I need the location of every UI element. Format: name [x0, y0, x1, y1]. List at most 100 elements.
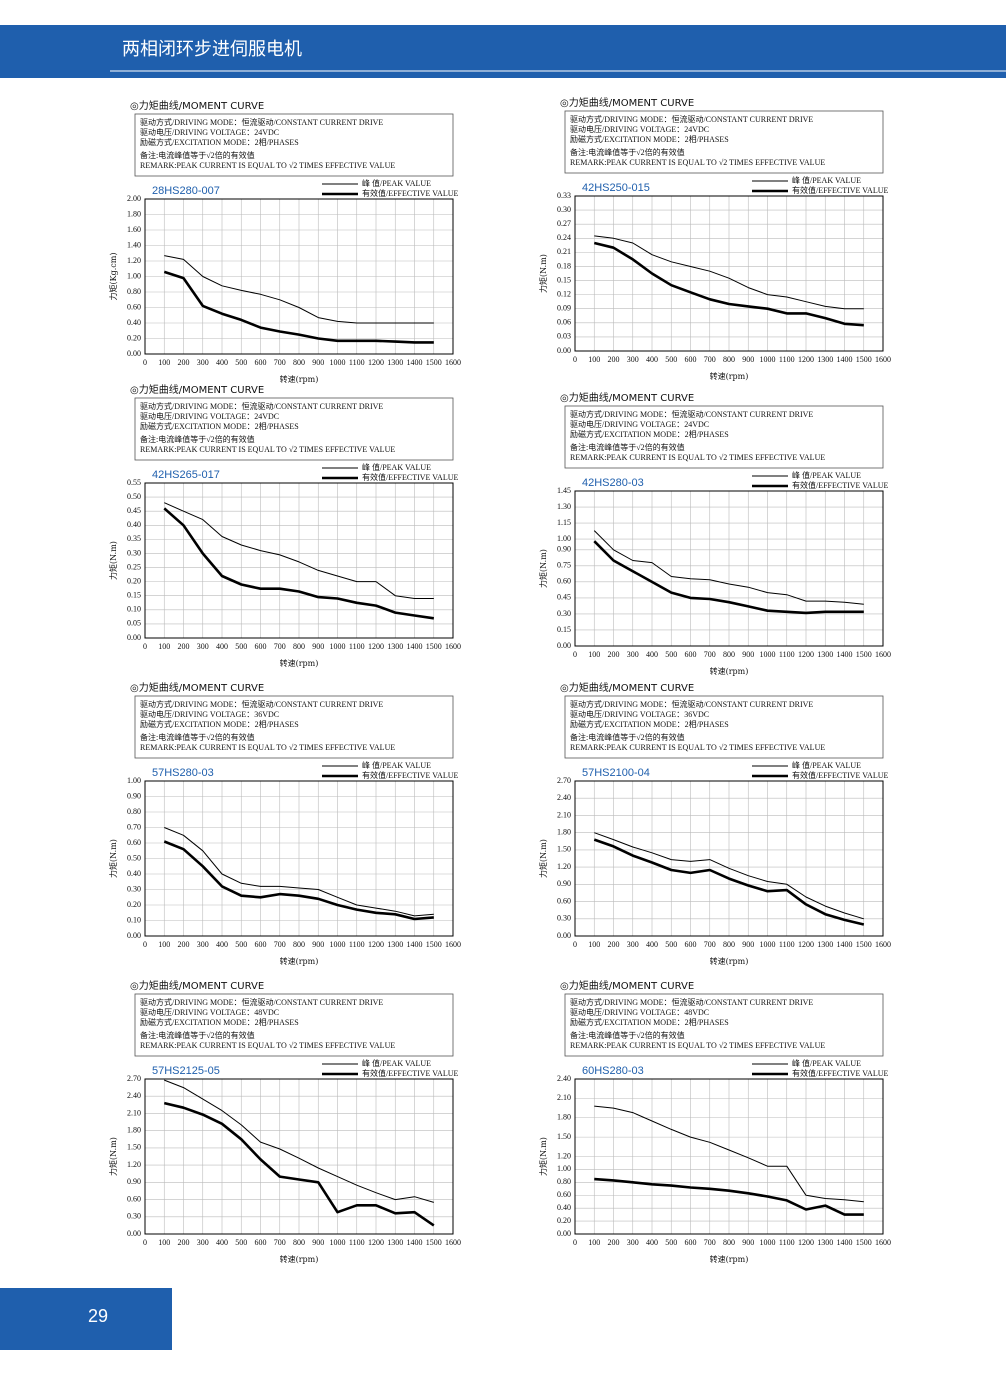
x-tick-label: 0: [573, 355, 577, 364]
x-tick-label: 1600: [445, 940, 461, 949]
x-tick-label: 400: [216, 1238, 228, 1247]
x-tick-label: 300: [627, 355, 639, 364]
x-axis-label: 转速(rpm): [710, 1254, 749, 1264]
x-tick-label: 1400: [837, 650, 853, 659]
model-title: 42HS250-015: [582, 182, 650, 194]
info-line: 备注:电流峰值等于√2倍的有效值: [140, 150, 255, 160]
x-tick-label: 0: [573, 650, 577, 659]
x-tick-label: 200: [608, 940, 620, 949]
x-tick-label: 1200: [368, 358, 384, 367]
model-title: 57HS280-03: [152, 767, 214, 779]
y-tick-label: 0.30: [127, 884, 141, 893]
header-bar: [0, 25, 1006, 78]
x-tick-label: 1500: [426, 940, 442, 949]
info-line: 驱动电压/DRIVING VOLTAGE：24VDC: [140, 127, 279, 137]
y-tick-label: 0.00: [557, 931, 571, 940]
info-line: 驱动方式/DRIVING MODE：恒流驱动/CONSTANT CURRENT …: [140, 699, 383, 709]
legend-label: 峰 值/PEAK VALUE: [792, 760, 861, 770]
y-tick-label: 0.15: [557, 625, 571, 634]
info-box: [134, 397, 454, 461]
y-tick-label: 1.45: [557, 486, 571, 495]
torque-curve: [593, 540, 864, 615]
info-line: 备注:电流峰值等于√2倍的有效值: [140, 1030, 255, 1040]
x-tick-label: 1000: [330, 642, 346, 651]
x-tick-label: 1600: [445, 642, 461, 651]
y-tick-label: 0.80: [557, 1177, 571, 1186]
x-tick-label: 500: [235, 358, 247, 367]
x-tick-label: 300: [197, 358, 209, 367]
x-tick-label: 1300: [817, 355, 833, 364]
legend-label: 有效值/EFFECTIVE VALUE: [362, 472, 458, 482]
x-tick-label: 500: [665, 1238, 677, 1247]
info-line: 励磁方式/EXCITATION MODE：2相/PHASES: [140, 421, 299, 431]
x-tick-label: 1100: [779, 650, 795, 659]
info-line: 驱动电压/DRIVING VOLTAGE：24VDC: [570, 419, 709, 429]
x-tick-label: 1100: [349, 642, 365, 651]
legend-label: 峰 值/PEAK VALUE: [362, 760, 431, 770]
x-tick-label: 1000: [760, 650, 776, 659]
y-tick-label: 0.20: [127, 900, 141, 909]
legend-label: 峰 值/PEAK VALUE: [792, 175, 861, 185]
info-line: 驱动电压/DRIVING VOLTAGE：48VDC: [140, 1007, 279, 1017]
y-tick-label: 0.00: [127, 931, 141, 940]
y-tick-label: 0.35: [127, 534, 141, 543]
torque-curve: [593, 838, 865, 926]
x-tick-label: 600: [255, 642, 267, 651]
y-tick-label: 0.45: [557, 593, 571, 602]
legend-label: 峰 值/PEAK VALUE: [792, 470, 861, 480]
y-tick-label: 0.60: [127, 838, 141, 847]
x-tick-label: 300: [627, 650, 639, 659]
x-tick-label: 1200: [368, 1238, 384, 1247]
x-tick-label: 1000: [760, 1238, 776, 1247]
x-tick-label: 1300: [387, 1238, 403, 1247]
x-tick-label: 300: [627, 1238, 639, 1247]
y-tick-label: 0.80: [127, 807, 141, 816]
legend-label: 峰 值/PEAK VALUE: [362, 1058, 431, 1068]
plot-frame: [574, 490, 884, 647]
x-tick-label: 700: [274, 642, 286, 651]
chart: ◎力矩曲线/MOMENT CURVE 驱动方式/DRIVING MODE：恒流驱动…: [108, 681, 461, 966]
y-tick-label: 1.80: [127, 209, 141, 218]
x-tick-label: 1400: [837, 1238, 853, 1247]
y-tick-label: 1.00: [127, 271, 141, 280]
x-tick-label: 800: [293, 940, 305, 949]
torque-curve: [163, 270, 434, 344]
info-line: 备注:电流峰值等于√2倍的有效值: [140, 434, 255, 444]
y-axis-label: 力矩(N.m): [108, 839, 118, 878]
model-title: 42HS265-017: [152, 469, 220, 481]
x-tick-label: 100: [158, 358, 170, 367]
y-tick-label: 0.15: [557, 275, 571, 284]
model-title: 28HS280-007: [152, 185, 220, 197]
y-tick-label: 1.80: [557, 1113, 571, 1122]
y-tick-label: 0.00: [557, 346, 571, 355]
info-line: 驱动方式/DRIVING MODE：恒流驱动/CONSTANT CURRENT …: [140, 401, 383, 411]
x-tick-label: 1600: [875, 355, 891, 364]
info-line: 励磁方式/EXCITATION MODE：2相/PHASES: [570, 429, 729, 439]
x-tick-label: 700: [704, 1238, 716, 1247]
x-tick-label: 1200: [798, 650, 814, 659]
x-tick-label: 1100: [779, 355, 795, 364]
x-tick-label: 0: [143, 358, 147, 367]
y-tick-label: 0.12: [557, 289, 571, 298]
y-tick-label: 1.50: [127, 1143, 141, 1152]
x-tick-label: 1600: [875, 940, 891, 949]
y-axis-label: 力矩(N.m): [538, 254, 548, 293]
info-box: [134, 993, 454, 1057]
y-tick-label: 0.03: [557, 332, 571, 341]
y-tick-label: 0.00: [557, 1229, 571, 1238]
y-tick-label: 1.20: [557, 1151, 571, 1160]
x-tick-label: 1500: [856, 355, 872, 364]
x-tick-label: 1100: [779, 1238, 795, 1247]
x-tick-label: 900: [742, 1238, 754, 1247]
x-tick-label: 100: [158, 1238, 170, 1247]
chart: ◎力矩曲线/MOMENT CURVE 驱动方式/DRIVING MODE：恒流驱动…: [108, 383, 461, 668]
x-tick-label: 800: [293, 1238, 305, 1247]
y-tick-label: 0.50: [127, 853, 141, 862]
info-line: 驱动方式/DRIVING MODE：恒流驱动/CONSTANT CURRENT …: [570, 114, 813, 124]
torque-curve: [163, 1101, 435, 1227]
x-tick-label: 400: [646, 1238, 658, 1247]
model-title: 60HS280-03: [582, 1065, 644, 1077]
info-line: 备注:电流峰值等于√2倍的有效值: [570, 1030, 685, 1040]
x-tick-label: 300: [627, 940, 639, 949]
y-tick-label: 0.27: [557, 219, 571, 228]
